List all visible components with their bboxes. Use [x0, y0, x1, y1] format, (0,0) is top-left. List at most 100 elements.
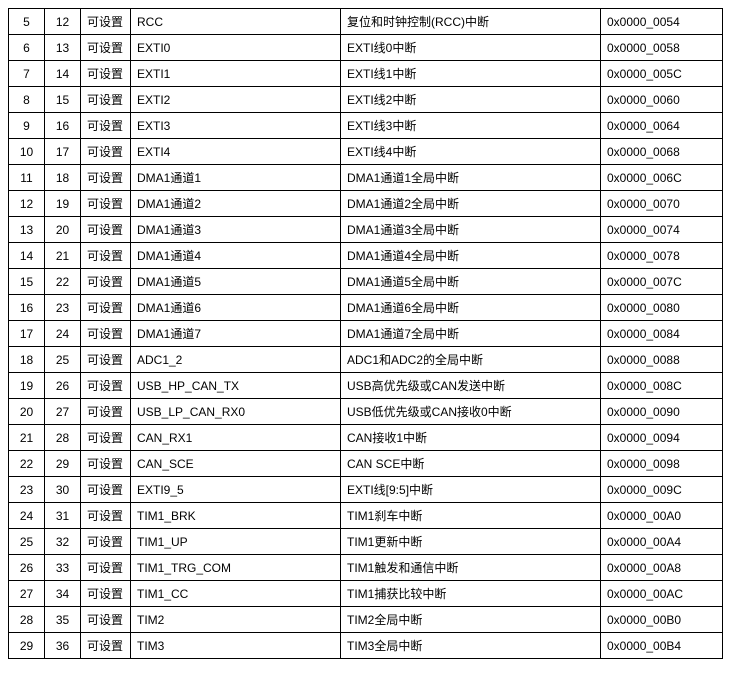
table-cell: 19: [9, 373, 45, 399]
table-cell: ADC1和ADC2的全局中断: [341, 347, 601, 373]
table-cell: 可设置: [81, 451, 131, 477]
table-row: 2835可设置TIM2TIM2全局中断0x0000_00B0: [9, 607, 723, 633]
table-cell: USB_HP_CAN_TX: [131, 373, 341, 399]
table-cell: DMA1通道6: [131, 295, 341, 321]
table-row: 2936可设置TIM3TIM3全局中断0x0000_00B4: [9, 633, 723, 659]
interrupt-vector-table: 512可设置RCC复位和时钟控制(RCC)中断0x0000_0054613可设置…: [8, 8, 723, 659]
table-cell: 29: [45, 451, 81, 477]
table-cell: 0x0000_0078: [601, 243, 723, 269]
table-cell: 可设置: [81, 321, 131, 347]
table-row: 1219可设置DMA1通道2DMA1通道2全局中断0x0000_0070: [9, 191, 723, 217]
table-cell: 11: [9, 165, 45, 191]
table-cell: TIM1_BRK: [131, 503, 341, 529]
table-row: 2330可设置EXTI9_5EXTI线[9:5]中断0x0000_009C: [9, 477, 723, 503]
table-cell: 0x0000_0084: [601, 321, 723, 347]
table-row: 2027可设置USB_LP_CAN_RX0USB低优先级或CAN接收0中断0x0…: [9, 399, 723, 425]
table-cell: 可设置: [81, 347, 131, 373]
table-cell: CAN_SCE: [131, 451, 341, 477]
table-cell: 29: [9, 633, 45, 659]
table-cell: 26: [9, 555, 45, 581]
table-cell: 可设置: [81, 477, 131, 503]
table-cell: 可设置: [81, 243, 131, 269]
table-cell: CAN接收1中断: [341, 425, 601, 451]
table-cell: 0x0000_0068: [601, 139, 723, 165]
table-cell: 28: [45, 425, 81, 451]
table-cell: 0x0000_0080: [601, 295, 723, 321]
table-cell: DMA1通道5全局中断: [341, 269, 601, 295]
table-cell: DMA1通道2全局中断: [341, 191, 601, 217]
table-cell: 14: [9, 243, 45, 269]
table-cell: 可设置: [81, 113, 131, 139]
table-row: 2734可设置TIM1_CCTIM1捕获比较中断0x0000_00AC: [9, 581, 723, 607]
table-row: 2532可设置TIM1_UPTIM1更新中断0x0000_00A4: [9, 529, 723, 555]
table-cell: 可设置: [81, 269, 131, 295]
table-cell: 17: [9, 321, 45, 347]
table-cell: TIM1更新中断: [341, 529, 601, 555]
table-cell: TIM1刹车中断: [341, 503, 601, 529]
table-cell: 20: [9, 399, 45, 425]
table-cell: 34: [45, 581, 81, 607]
table-row: 1320可设置DMA1通道3DMA1通道3全局中断0x0000_0074: [9, 217, 723, 243]
table-cell: DMA1通道3全局中断: [341, 217, 601, 243]
table-cell: 26: [45, 373, 81, 399]
table-cell: 17: [45, 139, 81, 165]
table-cell: DMA1通道5: [131, 269, 341, 295]
table-row: 2431可设置TIM1_BRKTIM1刹车中断0x0000_00A0: [9, 503, 723, 529]
table-cell: 可设置: [81, 35, 131, 61]
table-cell: 27: [9, 581, 45, 607]
table-cell: 可设置: [81, 399, 131, 425]
table-cell: 28: [9, 607, 45, 633]
table-cell: 0x0000_0064: [601, 113, 723, 139]
table-cell: 22: [45, 269, 81, 295]
table-cell: 0x0000_00B4: [601, 633, 723, 659]
table-cell: EXTI线[9:5]中断: [341, 477, 601, 503]
table-cell: 可设置: [81, 633, 131, 659]
table-cell: 12: [9, 191, 45, 217]
table-cell: 31: [45, 503, 81, 529]
table-cell: CAN_RX1: [131, 425, 341, 451]
table-cell: 0x0000_0098: [601, 451, 723, 477]
table-cell: USB低优先级或CAN接收0中断: [341, 399, 601, 425]
table-cell: TIM2全局中断: [341, 607, 601, 633]
table-cell: TIM3: [131, 633, 341, 659]
table-row: 916可设置EXTI3EXTI线3中断0x0000_0064: [9, 113, 723, 139]
table-cell: RCC: [131, 9, 341, 35]
table-row: 1522可设置DMA1通道5DMA1通道5全局中断0x0000_007C: [9, 269, 723, 295]
table-cell: 13: [9, 217, 45, 243]
table-cell: 25: [9, 529, 45, 555]
table-cell: 0x0000_0058: [601, 35, 723, 61]
table-row: 1825可设置ADC1_2ADC1和ADC2的全局中断0x0000_0088: [9, 347, 723, 373]
table-cell: 24: [9, 503, 45, 529]
table-cell: EXTI4: [131, 139, 341, 165]
table-row: 1118可设置DMA1通道1DMA1通道1全局中断0x0000_006C: [9, 165, 723, 191]
table-cell: 7: [9, 61, 45, 87]
table-cell: 可设置: [81, 191, 131, 217]
table-cell: EXTI2: [131, 87, 341, 113]
table-cell: 33: [45, 555, 81, 581]
table-row: 714可设置EXTI1EXTI线1中断0x0000_005C: [9, 61, 723, 87]
table-cell: EXTI线2中断: [341, 87, 601, 113]
table-row: 1926可设置USB_HP_CAN_TXUSB高优先级或CAN发送中断0x000…: [9, 373, 723, 399]
table-cell: 23: [9, 477, 45, 503]
table-cell: 0x0000_0054: [601, 9, 723, 35]
table-cell: 21: [9, 425, 45, 451]
table-cell: 16: [45, 113, 81, 139]
table-cell: DMA1通道4全局中断: [341, 243, 601, 269]
table-cell: 18: [45, 165, 81, 191]
table-cell: 30: [45, 477, 81, 503]
table-cell: 0x0000_00A0: [601, 503, 723, 529]
table-cell: DMA1通道4: [131, 243, 341, 269]
table-cell: 可设置: [81, 425, 131, 451]
table-cell: DMA1通道7: [131, 321, 341, 347]
table-cell: EXTI9_5: [131, 477, 341, 503]
table-cell: 0x0000_00B0: [601, 607, 723, 633]
table-cell: 0x0000_00A4: [601, 529, 723, 555]
table-cell: 0x0000_0088: [601, 347, 723, 373]
table-cell: 19: [45, 191, 81, 217]
table-cell: 可设置: [81, 87, 131, 113]
table-cell: 10: [9, 139, 45, 165]
table-cell: 0x0000_00A8: [601, 555, 723, 581]
table-cell: 16: [9, 295, 45, 321]
table-cell: 可设置: [81, 607, 131, 633]
table-body: 512可设置RCC复位和时钟控制(RCC)中断0x0000_0054613可设置…: [9, 9, 723, 659]
